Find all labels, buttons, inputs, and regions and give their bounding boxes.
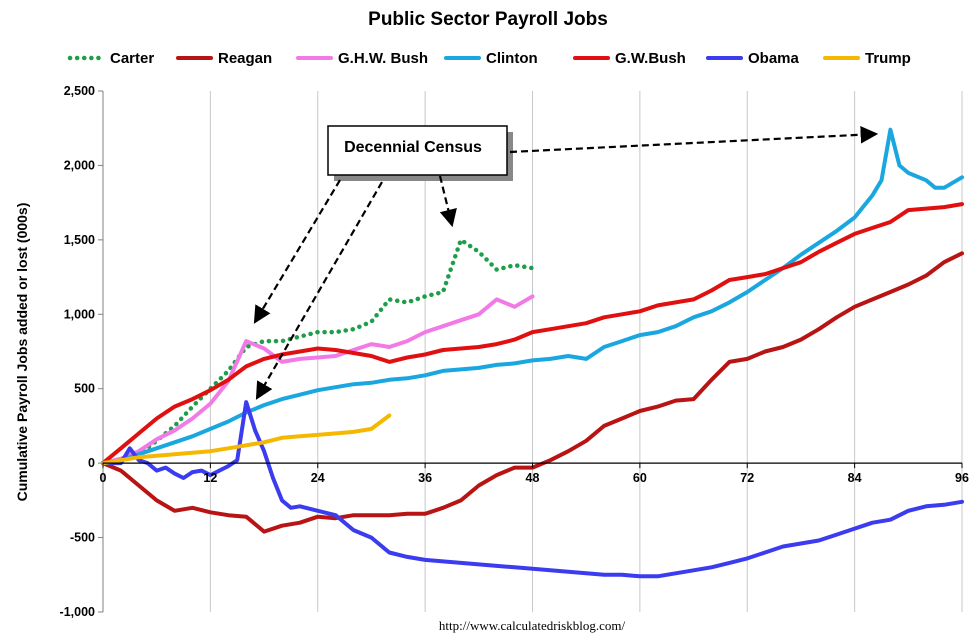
annotation-arrow [255,181,383,400]
annotation-text: Decennial Census [344,139,482,156]
annotation-arrows [253,125,879,400]
legend-label: Reagan [218,50,272,67]
chart-title: Public Sector Payroll Jobs [368,9,608,30]
x-tick-label: 0 [100,471,107,485]
series-line-g-w-bush [101,202,964,466]
series-line-obama [101,400,964,579]
y-tick-label: 0 [88,456,95,470]
legend-label: Carter [110,50,154,67]
y-tick-label: 2,500 [64,84,95,98]
tick-layer: -1,000 -500 0 500 1,000 1,500 2,000 2,500 0 12 24 3… [60,84,969,619]
y-tick-label: -500 [70,531,95,545]
x-tick-label: 48 [526,471,540,485]
y-tick-label: 2,000 [64,158,95,172]
annotation-box [327,125,508,176]
x-tick-label: 36 [418,471,432,485]
series-line-trump [101,413,392,466]
annotation-arrow [438,175,457,228]
x-tick-label: 72 [740,471,754,485]
legend-label: G.W.Bush [615,50,686,67]
legend-label: G.H.W. Bush [338,50,428,67]
legend: Carter Reagan G.H.W. Bush Clinton G.W.Bush Ob… [67,50,911,67]
legend-label: Clinton [486,50,538,67]
x-tick-label: 24 [311,471,325,485]
source-text: http://www.calculatedriskblog.com/ [439,618,626,633]
legend-label: Obama [748,50,800,67]
x-tick-label: 96 [955,471,969,485]
y-tick-label: 500 [74,382,95,396]
series-line-carter [100,237,535,466]
x-tick-label: 12 [203,471,217,485]
series-line-g-h-w-bush [101,294,535,466]
annotation-arrow [253,179,341,324]
y-tick-label: 1,000 [64,307,95,321]
y-tick-label: 1,500 [64,233,95,247]
x-tick-label: 60 [633,471,647,485]
annotation-arrow [509,125,879,154]
series-line-clinton [101,127,964,466]
x-tick-label: 84 [848,471,862,485]
y-tick-label: -1,000 [60,605,95,619]
annotation: Decennial Census [327,125,513,181]
y-axis-label: Cumulative Payroll Jobs added or lost (0… [14,203,30,502]
legend-label: Trump [865,50,911,67]
